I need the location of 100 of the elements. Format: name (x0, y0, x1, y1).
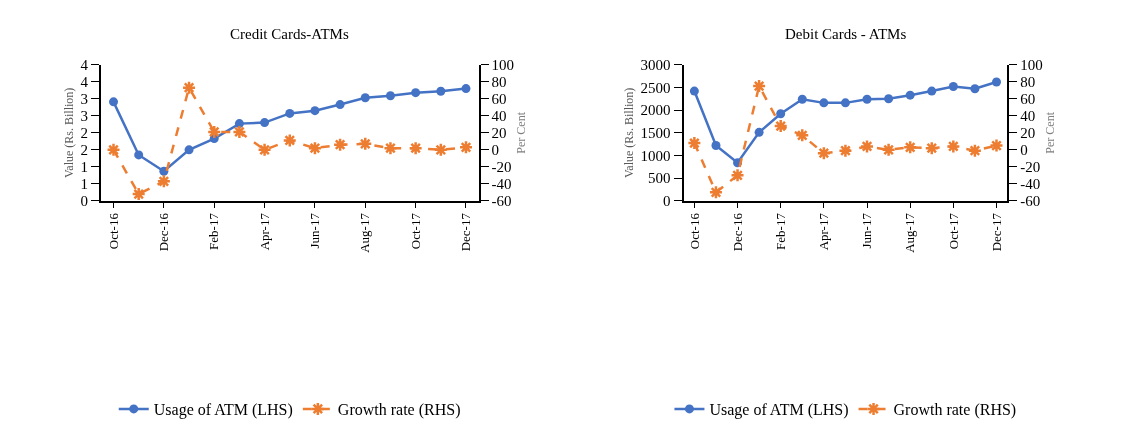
y2-tick-label: 20 (1020, 125, 1036, 142)
x-tick-label: Jun-17 (859, 212, 875, 249)
point (307, 140, 323, 156)
point (730, 168, 745, 183)
y-tick-label: 1 (80, 159, 88, 176)
y2-tick-label: 40 (491, 108, 507, 125)
y2-axis-title: Per Cent (514, 111, 529, 154)
y-tick-label: 2000 (640, 102, 671, 119)
point (970, 84, 980, 94)
point (927, 86, 937, 96)
y2-tick-label: -60 (491, 193, 512, 210)
point (206, 124, 222, 140)
x-tick-label: Oct-17 (945, 212, 961, 250)
y2-tick-label: 60 (1020, 91, 1036, 108)
x-tick-label: Aug-17 (902, 212, 918, 253)
point (989, 138, 1004, 153)
point (687, 135, 702, 151)
point (924, 140, 940, 156)
point (689, 86, 699, 96)
x-tick-label: Oct-16 (105, 212, 121, 250)
point (902, 140, 918, 155)
y-tick-label: 1 (80, 176, 88, 193)
point (754, 127, 764, 137)
y2-tick-label: -60 (1020, 193, 1041, 210)
x-tick-label: Dec-16 (156, 212, 172, 252)
x-tick-label: Dec-17 (458, 212, 474, 252)
y2-axis-title: Per Cent (1043, 111, 1058, 154)
point (433, 142, 449, 158)
point (458, 140, 474, 155)
legend-label: Usage of ATM (LHS) (153, 401, 293, 420)
y-tick-label: 1500 (640, 125, 671, 142)
y2-tick-label: -20 (491, 159, 512, 176)
y-tick-label: 500 (648, 170, 671, 187)
point (360, 93, 370, 103)
point (385, 91, 395, 101)
legend-label: Growth rate (RHS) (337, 401, 461, 420)
point (967, 143, 983, 158)
point (358, 136, 373, 152)
point (946, 139, 961, 154)
y-axis-title: Value (Rs. Billion) (622, 87, 637, 178)
y2-tick-label: -20 (1020, 159, 1041, 176)
point (816, 145, 832, 161)
point (840, 98, 850, 108)
point (282, 133, 298, 148)
chart-title: Credit Cards-ATMs (230, 26, 349, 42)
y2-tick-label: 0 (491, 142, 500, 159)
y2-tick-label: 0 (1020, 142, 1028, 159)
point (156, 174, 172, 189)
x-tick-label: Feb-17 (772, 212, 788, 250)
point (884, 94, 894, 104)
y2-tick-label: -40 (1020, 176, 1041, 193)
point (134, 150, 144, 160)
point (776, 109, 786, 119)
x-tick-label: Oct-17 (407, 212, 423, 250)
y2-tick-label: 80 (1020, 74, 1036, 91)
y2-tick-label: 80 (491, 74, 507, 91)
point (773, 118, 788, 134)
point (335, 100, 345, 110)
y-tick-label: 3 (80, 108, 88, 125)
y2-tick-label: 60 (491, 91, 507, 108)
point (859, 139, 875, 154)
point (838, 143, 853, 158)
x-tick-label: Feb-17 (206, 212, 222, 250)
point (819, 98, 829, 108)
y-axis-title: Value (Rs. Billion) (62, 87, 77, 178)
point (408, 140, 423, 156)
point (131, 186, 146, 201)
point (797, 94, 807, 104)
y2-tick-label: 20 (491, 125, 507, 142)
legend-label: Growth rate (RHS) (893, 401, 1017, 420)
x-tick-label: Apr-17 (816, 212, 832, 251)
x-tick-label: Dec-17 (988, 212, 1004, 252)
point (461, 84, 471, 94)
point (881, 142, 896, 158)
point (106, 142, 121, 158)
y-tick-label: 2500 (640, 79, 671, 96)
point (260, 118, 270, 128)
y-tick-label: 0 (663, 193, 671, 210)
y2-tick-label: 40 (1020, 108, 1036, 125)
y-tick-label: 3000 (640, 57, 671, 73)
y-tick-label: 2 (80, 142, 88, 159)
y-tick-label: 1000 (640, 147, 671, 164)
y-tick-label: 3 (80, 91, 88, 108)
y-tick-label: 4 (80, 57, 89, 73)
x-tick-label: Jun-17 (307, 212, 323, 249)
point (332, 137, 348, 152)
point (310, 106, 320, 116)
point (257, 142, 272, 158)
point (795, 128, 810, 143)
x-tick-label: Aug-17 (357, 212, 373, 253)
point (109, 97, 119, 107)
point (184, 145, 194, 155)
point (711, 141, 721, 151)
point (436, 86, 446, 96)
point (751, 78, 767, 94)
y-tick-label: 4 (80, 74, 89, 91)
y2-tick-label: -40 (491, 176, 512, 193)
point (234, 119, 244, 129)
y2-tick-label: 100 (1020, 57, 1043, 73)
point (862, 94, 872, 104)
